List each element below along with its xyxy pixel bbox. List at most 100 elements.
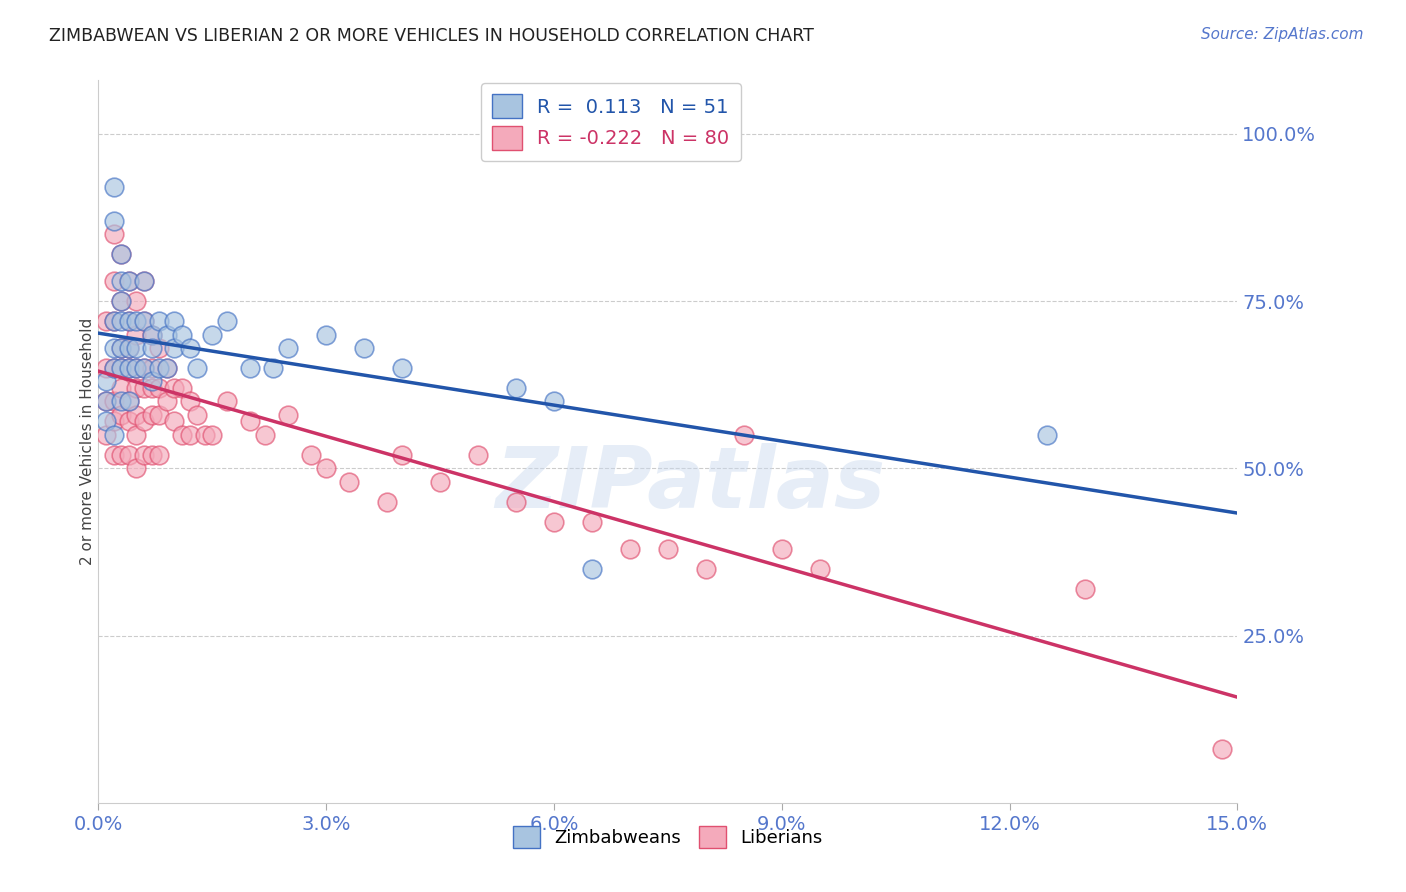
Point xyxy=(505,494,527,508)
Point xyxy=(1211,742,1233,756)
Point xyxy=(156,361,179,376)
Text: Source: ZipAtlas.com: Source: ZipAtlas.com xyxy=(1201,27,1364,42)
Point xyxy=(132,314,155,328)
Point xyxy=(110,314,132,328)
Point xyxy=(170,381,193,395)
Point xyxy=(132,414,155,429)
Point xyxy=(110,448,132,462)
Point xyxy=(141,361,163,376)
Point xyxy=(148,381,170,395)
Point xyxy=(103,274,125,288)
Point xyxy=(148,408,170,422)
Point xyxy=(277,408,299,422)
Point xyxy=(118,414,141,429)
Point xyxy=(125,361,148,376)
Point xyxy=(186,361,208,376)
Point xyxy=(125,427,148,442)
Point xyxy=(733,427,755,442)
Point xyxy=(110,394,132,409)
Y-axis label: 2 or more Vehicles in Household: 2 or more Vehicles in Household xyxy=(80,318,94,566)
Point xyxy=(118,341,141,355)
Point xyxy=(132,314,155,328)
Point xyxy=(103,314,125,328)
Point xyxy=(201,327,224,342)
Point xyxy=(315,461,337,475)
Point xyxy=(110,381,132,395)
Point xyxy=(148,361,170,376)
Point xyxy=(148,341,170,355)
Point xyxy=(186,408,208,422)
Point xyxy=(148,314,170,328)
Point xyxy=(94,394,117,409)
Point xyxy=(429,475,451,489)
Point xyxy=(103,414,125,429)
Point xyxy=(118,448,141,462)
Point xyxy=(337,475,360,489)
Point xyxy=(132,361,155,376)
Point xyxy=(148,448,170,462)
Point xyxy=(110,341,132,355)
Point xyxy=(543,394,565,409)
Point xyxy=(163,314,186,328)
Point xyxy=(110,361,132,376)
Point xyxy=(118,314,141,328)
Point xyxy=(110,294,132,309)
Point xyxy=(391,448,413,462)
Point xyxy=(217,394,239,409)
Point xyxy=(103,314,125,328)
Point xyxy=(619,541,641,556)
Point xyxy=(1036,427,1059,442)
Point xyxy=(141,375,163,389)
Point xyxy=(103,341,125,355)
Point xyxy=(201,427,224,442)
Point xyxy=(141,408,163,422)
Point xyxy=(239,414,262,429)
Point xyxy=(110,247,132,261)
Point xyxy=(125,327,148,342)
Point xyxy=(132,381,155,395)
Point xyxy=(262,361,284,376)
Point xyxy=(254,427,277,442)
Point xyxy=(125,408,148,422)
Point xyxy=(277,341,299,355)
Point xyxy=(581,562,603,576)
Point xyxy=(118,314,141,328)
Point xyxy=(125,294,148,309)
Point xyxy=(156,394,179,409)
Point xyxy=(141,381,163,395)
Text: ZIPatlas: ZIPatlas xyxy=(495,443,886,526)
Point xyxy=(141,327,163,342)
Point xyxy=(141,341,163,355)
Point xyxy=(118,394,141,409)
Point xyxy=(118,361,141,376)
Point xyxy=(103,180,125,194)
Legend: Zimbabweans, Liberians: Zimbabweans, Liberians xyxy=(506,819,830,855)
Point xyxy=(1074,582,1097,596)
Point xyxy=(103,427,125,442)
Point xyxy=(103,227,125,242)
Point xyxy=(125,341,148,355)
Point xyxy=(543,515,565,529)
Point xyxy=(94,314,117,328)
Point xyxy=(170,427,193,442)
Point xyxy=(132,274,155,288)
Point xyxy=(94,427,117,442)
Point xyxy=(110,361,132,376)
Point xyxy=(118,274,141,288)
Point xyxy=(194,427,217,442)
Point xyxy=(657,541,679,556)
Point xyxy=(217,314,239,328)
Point xyxy=(141,448,163,462)
Point xyxy=(132,361,155,376)
Point xyxy=(94,361,117,376)
Point xyxy=(170,327,193,342)
Point xyxy=(239,361,262,376)
Point xyxy=(94,414,117,429)
Point xyxy=(695,562,717,576)
Point xyxy=(467,448,489,462)
Point xyxy=(110,341,132,355)
Point xyxy=(353,341,375,355)
Point xyxy=(132,274,155,288)
Point xyxy=(156,327,179,342)
Point xyxy=(125,314,148,328)
